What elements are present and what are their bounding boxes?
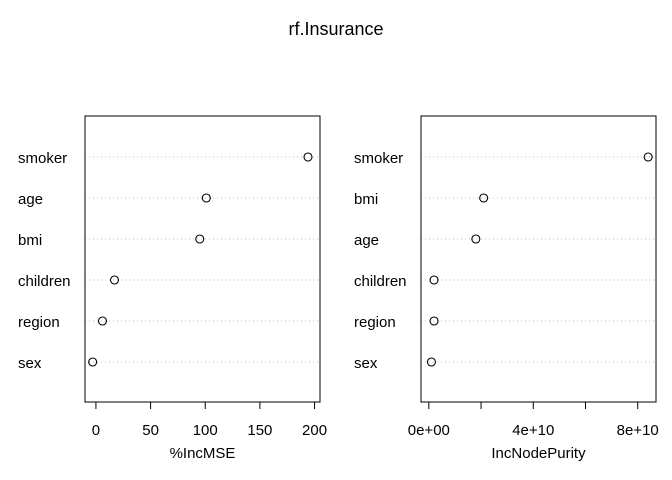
x-tick-label: 8e+10 bbox=[617, 422, 659, 439]
chart-title: rf.Insurance bbox=[288, 19, 383, 39]
data-point bbox=[471, 234, 481, 244]
data-point bbox=[303, 152, 313, 162]
x-axis-label: IncNodePurity bbox=[491, 445, 586, 462]
row-label: age bbox=[354, 232, 379, 249]
row-label: sex bbox=[354, 355, 378, 372]
x-tick-label: 0 bbox=[92, 422, 100, 439]
panels: smoker age bmi children region sex 0 50 100 150 20… bbox=[18, 115, 659, 462]
row-label: children bbox=[354, 273, 407, 290]
x-tick-label: 200 bbox=[302, 422, 327, 439]
row-label: bmi bbox=[18, 232, 42, 249]
row-label: children bbox=[18, 273, 71, 290]
x-tick-label: 50 bbox=[142, 422, 159, 439]
chart-panel-1: smoker age bmi children region sex 0 50 100 150 20… bbox=[18, 115, 327, 462]
row-label: sex bbox=[18, 355, 42, 372]
row-label: bmi bbox=[354, 191, 378, 208]
x-tick-label: 100 bbox=[193, 422, 218, 439]
data-point bbox=[88, 357, 98, 367]
row-label: smoker bbox=[18, 150, 67, 167]
data-point bbox=[195, 234, 205, 244]
data-point bbox=[429, 316, 439, 326]
x-tick-label: 150 bbox=[247, 422, 272, 439]
row-label: age bbox=[18, 191, 43, 208]
plot-frame bbox=[84, 115, 321, 403]
x-tick-label: 0e+00 bbox=[408, 422, 450, 439]
data-point bbox=[429, 275, 439, 285]
row-label: region bbox=[18, 314, 60, 331]
data-point bbox=[643, 152, 653, 162]
data-point bbox=[97, 316, 108, 326]
row-label: region bbox=[354, 314, 396, 331]
data-point bbox=[109, 275, 120, 285]
x-tick-label: 4e+10 bbox=[512, 422, 554, 439]
data-point bbox=[426, 357, 436, 367]
data-point bbox=[201, 193, 211, 203]
data-point bbox=[479, 193, 489, 203]
plot-frame bbox=[420, 115, 657, 403]
x-axis-label: %IncMSE bbox=[170, 445, 236, 462]
row-label: smoker bbox=[354, 150, 403, 167]
chart-panel-2: smoker bmi age children region sex 0e+00 4e+10 8… bbox=[354, 115, 659, 462]
